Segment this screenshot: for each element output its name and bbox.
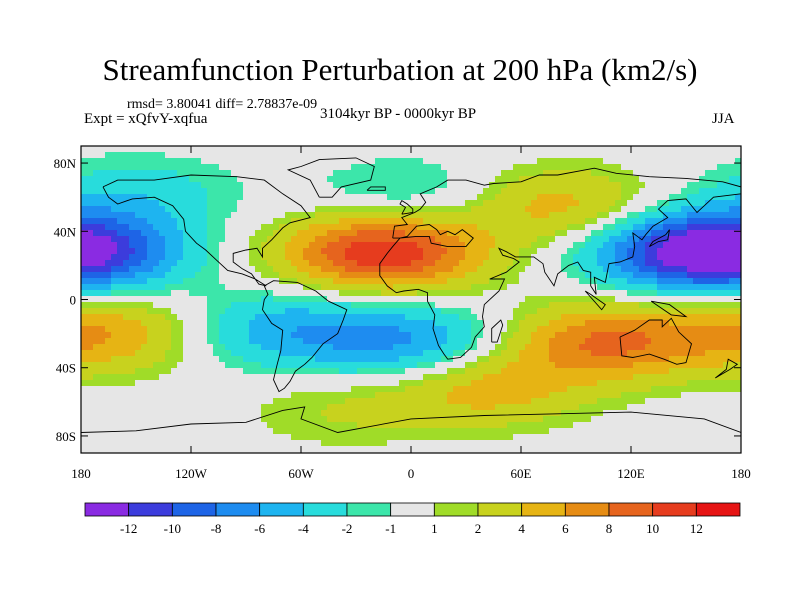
lat-tick-label: 80N	[54, 156, 77, 171]
axis-ticks: 80N 40N 0 40S 80S 180 120W 60W 0 60E 120E 180	[54, 146, 751, 481]
colorbar-swatch	[695, 502, 741, 517]
colorbar-label: 8	[606, 521, 613, 536]
colorbar-swatch	[608, 502, 654, 517]
coastline-south-america	[262, 280, 348, 393]
coastline-japan	[648, 229, 670, 247]
colorbar-swatch	[477, 502, 523, 517]
colorbar-label: 10	[646, 521, 659, 536]
coastline-borneo-sumatra	[584, 290, 606, 311]
lat-tick-label: 0	[70, 293, 77, 308]
colorbar-label: -10	[164, 521, 181, 536]
lon-tick-label: 60W	[288, 466, 314, 481]
lon-tick-label: 60E	[511, 466, 532, 481]
colorbar-swatch	[433, 502, 479, 517]
lon-tick-label: 120W	[175, 466, 208, 481]
coastline-madagascar	[491, 319, 504, 343]
coastline-uk	[399, 199, 414, 215]
colorbar-label: 6	[562, 521, 569, 536]
contour-field	[81, 146, 741, 453]
stats-label: rmsd= 3.80041 diff= 2.78837e-09	[127, 97, 318, 112]
map-title: Streamfunction Perturbation at 200 hPa (…	[102, 52, 698, 87]
coastlines	[81, 157, 741, 433]
coastline-north-america	[102, 174, 311, 287]
colorbar-swatch	[346, 502, 392, 517]
colorbar-swatch	[171, 502, 217, 517]
colorbar-label: 12	[690, 521, 703, 536]
lat-tick-label: 40N	[54, 224, 77, 239]
colorbar-swatch	[302, 502, 348, 517]
colorbar: -12 -10 -8 -6 -4 -2 -1 1 2 4 6 8 10 12	[84, 502, 741, 536]
colorbar-swatch	[652, 502, 697, 517]
colorbar-swatch	[521, 502, 566, 517]
colorbar-label: -6	[254, 521, 265, 536]
coastline-new-zealand	[715, 358, 739, 379]
season-label: JJA	[712, 111, 735, 127]
lon-tick-label: 180	[71, 466, 91, 481]
colorbar-label: 4	[518, 521, 525, 536]
lon-tick-label: 120E	[617, 466, 645, 481]
period-label: 3104kyr BP - 0000kyr BP	[320, 106, 477, 122]
lat-tick-label: 80S	[56, 429, 76, 444]
colorbar-swatch	[84, 502, 130, 517]
colorbar-label: 1	[431, 521, 438, 536]
colorbar-swatch	[128, 502, 173, 517]
coastline-australia	[619, 317, 693, 365]
colorbar-label: 2	[475, 521, 482, 536]
coastline-iceland	[366, 186, 386, 191]
colorbar-swatch	[215, 502, 261, 517]
colorbar-label: -2	[342, 521, 353, 536]
lon-tick-label: 0	[408, 466, 415, 481]
coastline-greenland	[286, 157, 375, 198]
colorbar-label: -8	[211, 521, 222, 536]
coastline-new-guinea	[650, 300, 688, 318]
colorbar-swatch	[390, 502, 435, 517]
colorbar-swatch	[564, 502, 610, 517]
experiment-label: Expt = xQfvY-xqfua	[84, 111, 208, 127]
lon-tick-label: 180	[731, 466, 751, 481]
colorbar-label: -12	[120, 521, 137, 536]
coastline-antarctica	[81, 406, 741, 433]
colorbar-label: -1	[385, 521, 396, 536]
colorbar-swatch	[259, 502, 304, 517]
lat-tick-label: 40S	[56, 361, 76, 376]
colorbar-label: -4	[298, 521, 309, 536]
coastline-eurasia-africa	[379, 167, 741, 360]
